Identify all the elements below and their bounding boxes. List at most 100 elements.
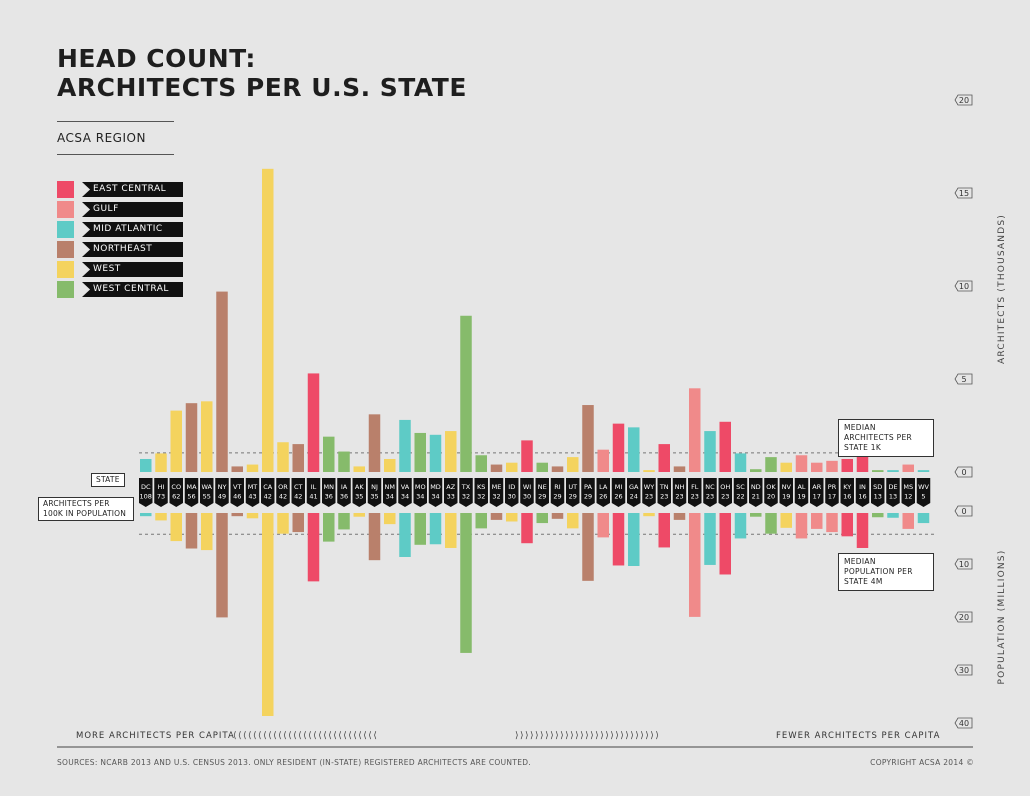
per-capita-value-label: 22 — [736, 493, 744, 501]
y-tick-population: 40 — [959, 719, 969, 728]
y-tick-population: 20 — [959, 613, 969, 622]
state-badge — [413, 478, 427, 507]
y-tick-population: 0 — [961, 507, 966, 516]
state-code-label: LA — [599, 483, 608, 491]
bar-architects-wi — [521, 440, 533, 472]
chevrons-right: ⟩⟩⟩⟩⟩⟩⟩⟩⟩⟩⟩⟩⟩⟩⟩⟩⟩⟩⟩⟩⟩⟩⟩⟩⟩⟩⟩⟩⟩ — [515, 731, 661, 741]
state-code-label: MS — [903, 483, 913, 491]
bar-architects-vt — [231, 466, 243, 472]
state-badge — [886, 478, 900, 507]
y-axis-title-top: ARCHITECTS (THOUSANDS) — [997, 214, 1007, 364]
y-tick-architects-box — [954, 373, 973, 385]
state-badge — [672, 478, 687, 507]
bar-population-ok — [765, 513, 777, 534]
bar-population-or — [277, 513, 289, 534]
y-tick-architects: 20 — [959, 96, 969, 105]
per-capita-value-label: 34 — [386, 493, 394, 501]
per-capita-value-label: 26 — [614, 493, 622, 501]
y-tick-population-box — [954, 558, 973, 570]
state-tag: STATE — [91, 473, 125, 487]
bar-population-md — [429, 513, 442, 545]
bar-architects-or — [277, 442, 289, 472]
state-code-label: NC — [705, 483, 715, 491]
legend-swatch — [57, 221, 74, 238]
state-badge — [535, 478, 549, 507]
y-tick-architects: 15 — [959, 189, 969, 198]
state-code-label: TX — [461, 483, 471, 491]
per-capita-value-label: 12 — [904, 493, 912, 501]
per-capita-value-label: 30 — [508, 493, 516, 501]
per-capita-value-label: 16 — [843, 493, 851, 501]
bar-architects-ri — [551, 466, 564, 472]
state-badge — [230, 478, 244, 507]
state-badge — [764, 478, 778, 507]
state-code-label: DC — [141, 483, 151, 491]
per-capita-value-label: 32 — [492, 493, 500, 501]
bar-architects-ia — [338, 451, 350, 472]
bar-architects-dc — [140, 458, 152, 472]
legend-swatch — [57, 261, 74, 278]
state-badge — [855, 478, 870, 507]
more-per-capita-label: MORE ARCHITECTS PER CAPITA — [76, 731, 235, 741]
state-code-label: IA — [341, 483, 348, 491]
state-code-label: WY — [644, 483, 654, 491]
legend-item: NORTHEAST — [57, 240, 197, 260]
bar-architects-sc — [734, 453, 747, 472]
bar-architects-co — [170, 410, 182, 472]
bar-population-hi — [155, 513, 167, 521]
legend: EAST CENTRAL GULF MID ATLANTIC NORTHEAST WES… — [57, 180, 197, 300]
legend-label: EAST CENTRAL — [82, 182, 183, 197]
state-code-label: DE — [888, 483, 897, 491]
bar-architects-me — [490, 464, 503, 472]
legend-swatch — [57, 241, 74, 258]
bar-architects-mi — [612, 423, 625, 472]
bar-architects-ks — [475, 455, 487, 472]
legend-item: WEST CENTRAL — [57, 280, 197, 300]
bar-population-wv — [917, 513, 930, 524]
per-capita-value-label: 19 — [782, 493, 790, 501]
y-tick-population-box — [954, 505, 973, 517]
state-code-label: SD — [873, 483, 882, 491]
state-code-label: NV — [782, 483, 792, 491]
state-badge — [779, 478, 793, 507]
per-capita-value-label: 23 — [706, 493, 714, 501]
state-badge — [505, 478, 519, 507]
bar-population-mn — [323, 513, 335, 542]
bar-population-mo — [414, 513, 426, 545]
state-code-label: MO — [415, 483, 426, 491]
state-badge — [245, 478, 260, 507]
bar-architects-ne — [536, 462, 548, 472]
per-capita-value-label: 21 — [752, 493, 760, 501]
bar-architects-wy — [643, 470, 655, 472]
bar-architects-ga — [628, 427, 640, 472]
state-code-label: AK — [355, 483, 364, 491]
bar-population-dc — [140, 513, 152, 517]
bar-population-co — [170, 513, 182, 542]
legend-item: EAST CENTRAL — [57, 180, 197, 200]
state-badge — [474, 478, 488, 507]
bar-architects-ct — [292, 444, 304, 472]
state-badge — [825, 478, 839, 507]
bar-architects-ak — [353, 466, 365, 472]
legend-swatch — [57, 201, 74, 218]
per-capita-value-label: 46 — [233, 493, 241, 501]
y-tick-architects-box — [954, 94, 973, 106]
bar-population-pa — [582, 513, 594, 581]
per-capita-value-label: 17 — [828, 493, 836, 501]
bar-architects-pa — [582, 405, 594, 472]
state-code-label: MI — [615, 483, 623, 491]
state-code-label: KY — [843, 483, 851, 491]
bar-population-oh — [719, 513, 731, 575]
bar-architects-nh — [673, 466, 686, 472]
bar-architects-nm — [384, 458, 396, 472]
bar-population-ga — [628, 513, 640, 566]
state-code-label: CA — [263, 483, 273, 491]
median-population-callout: MEDIAN POPULATION PER STATE 4M — [838, 553, 934, 591]
per-capita-value-label: 19 — [797, 493, 805, 501]
bar-population-nd — [750, 513, 762, 517]
state-code-label: HI — [158, 483, 165, 491]
state-badge — [444, 478, 458, 507]
bar-architects-ms — [902, 464, 914, 472]
title-line-2: ARCHITECTS PER U.S. STATE — [57, 73, 467, 102]
